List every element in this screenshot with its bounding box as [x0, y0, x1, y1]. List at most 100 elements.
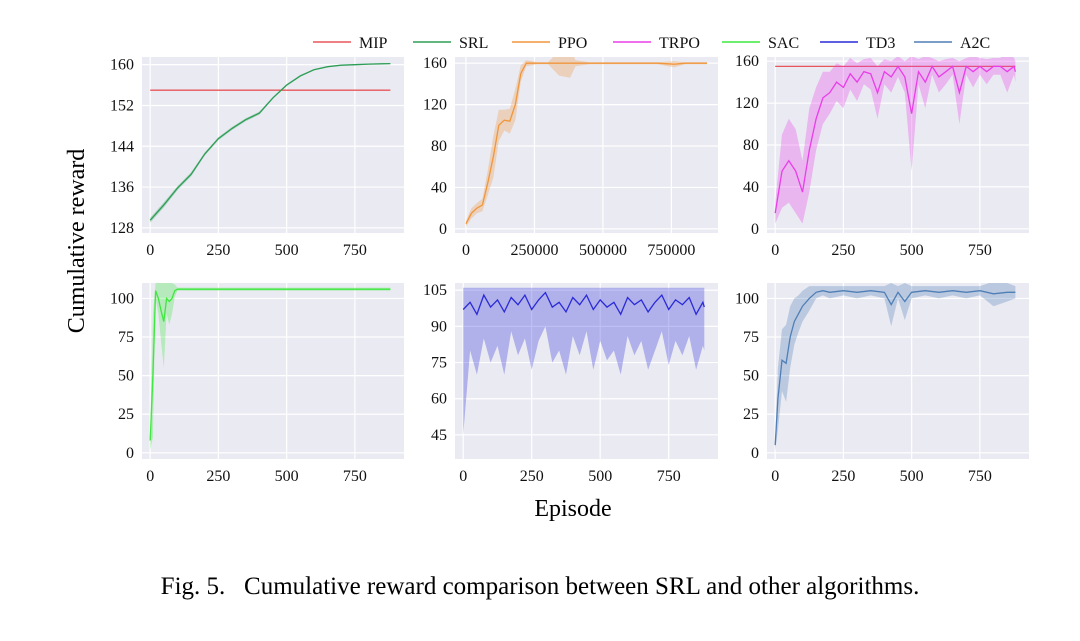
- legend-item-trpo: TRPO: [613, 35, 700, 52]
- y-tick-label: 25: [743, 406, 759, 423]
- legend-label: TRPO: [659, 35, 700, 52]
- x-tick-label: 750: [343, 468, 367, 485]
- legend-item-srl: SRL: [413, 35, 488, 52]
- y-tick-label: 80: [743, 137, 759, 154]
- figure-caption: Fig. 5. Cumulative reward comparison bet…: [0, 573, 1080, 601]
- y-tick-label: 160: [423, 55, 447, 72]
- y-tick-label: 105: [423, 282, 447, 299]
- y-tick-label: 160: [735, 53, 759, 70]
- plot-area: [455, 283, 718, 459]
- x-tick-label: 750000: [647, 242, 695, 259]
- x-tick-label: 750: [657, 468, 681, 485]
- y-tick-label: 100: [110, 290, 134, 307]
- plot-area: [142, 57, 404, 233]
- y-tick-label: 144: [110, 138, 134, 155]
- x-tick-label: 500: [900, 468, 924, 485]
- subplot-a2c: 0 250 500 750 0 25 50 75 100: [735, 283, 1029, 485]
- series-line-srl: [149, 62, 391, 221]
- subplot-ppo: 0 250000 500000 750000 0 40 80 120 160: [423, 55, 718, 259]
- legend-label: MIP: [359, 35, 388, 52]
- x-tick-label: 250: [831, 468, 855, 485]
- series-line-sac: [149, 288, 391, 441]
- series-line-a2c: [774, 290, 1016, 446]
- x-tick-label: 250: [520, 468, 544, 485]
- y-tick-label: 136: [110, 179, 134, 196]
- series-band-a2c: [775, 283, 1016, 452]
- legend-item-mip: MIP: [313, 35, 388, 52]
- x-tick-label: 250000: [510, 242, 558, 259]
- x-tick-label: 500: [900, 242, 924, 259]
- y-tick-label: 152: [110, 97, 134, 114]
- series-layer: [774, 57, 1017, 224]
- subplot-td3: 0 250 500 750 45 60 75 90 105: [423, 282, 718, 485]
- y-tick-label: 128: [110, 220, 134, 237]
- y-tick-label: 40: [431, 179, 447, 196]
- plot-area: [142, 283, 404, 459]
- legend-item-sac: SAC: [722, 35, 799, 52]
- x-tick-label: 250: [831, 242, 855, 259]
- y-tick-label: 50: [118, 368, 134, 385]
- y-tick-label: 60: [431, 391, 447, 408]
- y-tick-label: 75: [118, 329, 134, 346]
- y-tick-label: 160: [110, 57, 134, 74]
- caption-text: Cumulative reward comparison between SRL…: [244, 573, 920, 600]
- series-band-trpo: [775, 57, 1016, 224]
- x-tick-label: 250: [206, 242, 230, 259]
- series-layer: [462, 287, 705, 435]
- x-tick-label: 0: [462, 242, 470, 259]
- y-tick-label: 75: [431, 355, 447, 372]
- y-tick-label: 90: [431, 318, 447, 335]
- x-tick-label: 750: [968, 242, 992, 259]
- series-line-ppo: [465, 62, 707, 224]
- x-tick-label: 750: [343, 242, 367, 259]
- x-tick-label: 500: [275, 468, 299, 485]
- series-band-td3: [463, 287, 705, 435]
- x-tick-label: 0: [771, 242, 779, 259]
- y-tick-label: 75: [743, 329, 759, 346]
- y-tick-label: 0: [439, 221, 447, 238]
- y-tick-label: 0: [751, 221, 759, 238]
- series-layer: [774, 283, 1016, 452]
- x-tick-label: 250: [206, 468, 230, 485]
- y-tick-label: 50: [743, 368, 759, 385]
- subplot-srl-vs-mip: 0 250 500 750 128 136 144 152 160: [110, 57, 404, 259]
- x-tick-label: 0: [146, 468, 154, 485]
- series-line-trpo: [774, 65, 1017, 214]
- y-axis-label: Cumulative reward: [64, 149, 90, 334]
- legend-item-a2c: A2C: [914, 35, 990, 52]
- y-tick-label: 120: [423, 97, 447, 114]
- y-tick-label: 40: [743, 179, 759, 196]
- legend-label: SAC: [768, 35, 799, 52]
- legend-item-ppo: PPO: [512, 35, 587, 52]
- y-tick-label: 0: [751, 445, 759, 462]
- x-tick-label: 500: [275, 242, 299, 259]
- series-layer: [149, 283, 391, 450]
- y-tick-label: 25: [118, 406, 134, 423]
- series-line-td3: [462, 291, 705, 316]
- y-tick-label: 100: [735, 290, 759, 307]
- subplot-trpo-vs-mip: 0 250 500 750 0 40 80 120 160: [735, 53, 1029, 259]
- y-tick-label: 120: [735, 95, 759, 112]
- plot-area: [455, 57, 718, 233]
- x-tick-label: 500000: [579, 242, 627, 259]
- x-axis-label: Episode: [534, 496, 611, 522]
- series-layer: [465, 57, 707, 227]
- series-layer: [149, 62, 391, 223]
- y-tick-label: 80: [431, 138, 447, 155]
- x-tick-label: 0: [459, 468, 467, 485]
- plot-area: [767, 283, 1029, 459]
- x-tick-label: 0: [146, 242, 154, 259]
- legend-label: PPO: [558, 35, 587, 52]
- legend-label: A2C: [960, 35, 990, 52]
- subplot-sac: 0 250 500 750 0 25 50 75 100: [110, 283, 404, 485]
- series-band-sac: [150, 283, 391, 450]
- legend-label: SRL: [459, 35, 488, 52]
- x-tick-label: 500: [588, 468, 612, 485]
- legend-item-td3: TD3: [820, 35, 895, 52]
- legend-label: TD3: [866, 35, 895, 52]
- x-tick-label: 750: [968, 468, 992, 485]
- y-tick-label: 0: [126, 445, 134, 462]
- y-tick-label: 45: [431, 427, 447, 444]
